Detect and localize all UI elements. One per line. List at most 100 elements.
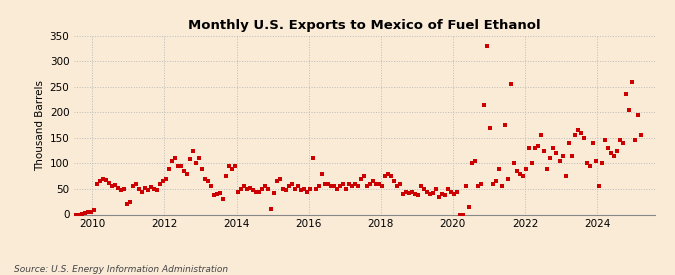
Point [128, 184, 138, 189]
Point [569, 133, 580, 138]
Point [548, 146, 559, 150]
Point [148, 187, 159, 191]
Point [331, 187, 342, 191]
Title: Monthly U.S. Exports to Mexico of Fuel Ethanol: Monthly U.S. Exports to Mexico of Fuel E… [188, 19, 541, 32]
Point [107, 184, 117, 189]
Point [503, 177, 514, 181]
Point [310, 187, 321, 191]
Point [458, 212, 468, 217]
Point [122, 202, 132, 207]
Point [95, 179, 105, 183]
Point [377, 184, 387, 189]
Point [392, 184, 403, 189]
Point [512, 169, 523, 173]
Point [85, 210, 96, 214]
Point [190, 161, 201, 166]
Point [163, 166, 174, 171]
Point [296, 188, 306, 192]
Point [491, 179, 502, 183]
Point [302, 189, 313, 194]
Point [167, 159, 178, 163]
Point [437, 192, 448, 196]
Point [284, 184, 294, 189]
Point [428, 191, 439, 195]
Text: Source: U.S. Energy Information Administration: Source: U.S. Energy Information Administ… [14, 265, 227, 274]
Point [115, 188, 126, 192]
Point [227, 166, 238, 171]
Point [277, 187, 288, 191]
Point [140, 186, 151, 190]
Point [329, 184, 340, 189]
Point [155, 182, 165, 186]
Point [518, 174, 529, 178]
Point [527, 161, 538, 166]
Point [76, 212, 87, 216]
Point [461, 184, 472, 189]
Point [70, 212, 81, 217]
Point [61, 212, 72, 217]
Point [413, 193, 424, 197]
Point [617, 141, 628, 145]
Point [623, 108, 634, 112]
Point [269, 191, 279, 195]
Point [425, 192, 435, 196]
Point [545, 156, 556, 161]
Point [304, 187, 315, 191]
Point [380, 174, 391, 178]
Point [362, 184, 373, 189]
Point [256, 187, 267, 191]
Point [572, 128, 583, 133]
Point [317, 171, 327, 176]
Point [290, 187, 300, 191]
Point [250, 189, 261, 194]
Point [440, 193, 451, 197]
Point [539, 148, 550, 153]
Point [599, 138, 610, 143]
Point [293, 184, 304, 189]
Point [407, 189, 418, 194]
Point [206, 184, 217, 189]
Point [82, 210, 93, 215]
Point [410, 192, 421, 196]
Point [341, 187, 352, 191]
Point [68, 212, 78, 217]
Point [88, 208, 99, 213]
Point [236, 187, 246, 191]
Point [58, 212, 69, 217]
Point [209, 193, 219, 197]
Point [338, 182, 348, 186]
Point [605, 151, 616, 155]
Point [314, 184, 325, 189]
Y-axis label: Thousand Barrels: Thousand Barrels [36, 80, 45, 170]
Point [364, 182, 375, 186]
Point [473, 184, 484, 189]
Point [536, 133, 547, 138]
Point [422, 189, 433, 194]
Point [308, 156, 319, 161]
Point [395, 182, 406, 186]
Point [587, 141, 598, 145]
Point [146, 185, 157, 190]
Point [347, 184, 358, 189]
Point [217, 197, 228, 201]
Point [629, 138, 640, 143]
Point [524, 146, 535, 150]
Point [479, 103, 490, 107]
Point [335, 184, 346, 189]
Point [194, 156, 205, 161]
Point [485, 125, 496, 130]
Point [130, 182, 141, 186]
Point [434, 194, 445, 199]
Point [176, 164, 186, 168]
Point [142, 188, 153, 192]
Point [118, 187, 129, 191]
Point [233, 189, 244, 194]
Point [136, 189, 147, 194]
Point [467, 161, 478, 166]
Point [635, 133, 646, 138]
Point [157, 179, 168, 183]
Point [221, 174, 232, 178]
Point [419, 187, 430, 191]
Point [211, 192, 222, 196]
Point [260, 184, 271, 189]
